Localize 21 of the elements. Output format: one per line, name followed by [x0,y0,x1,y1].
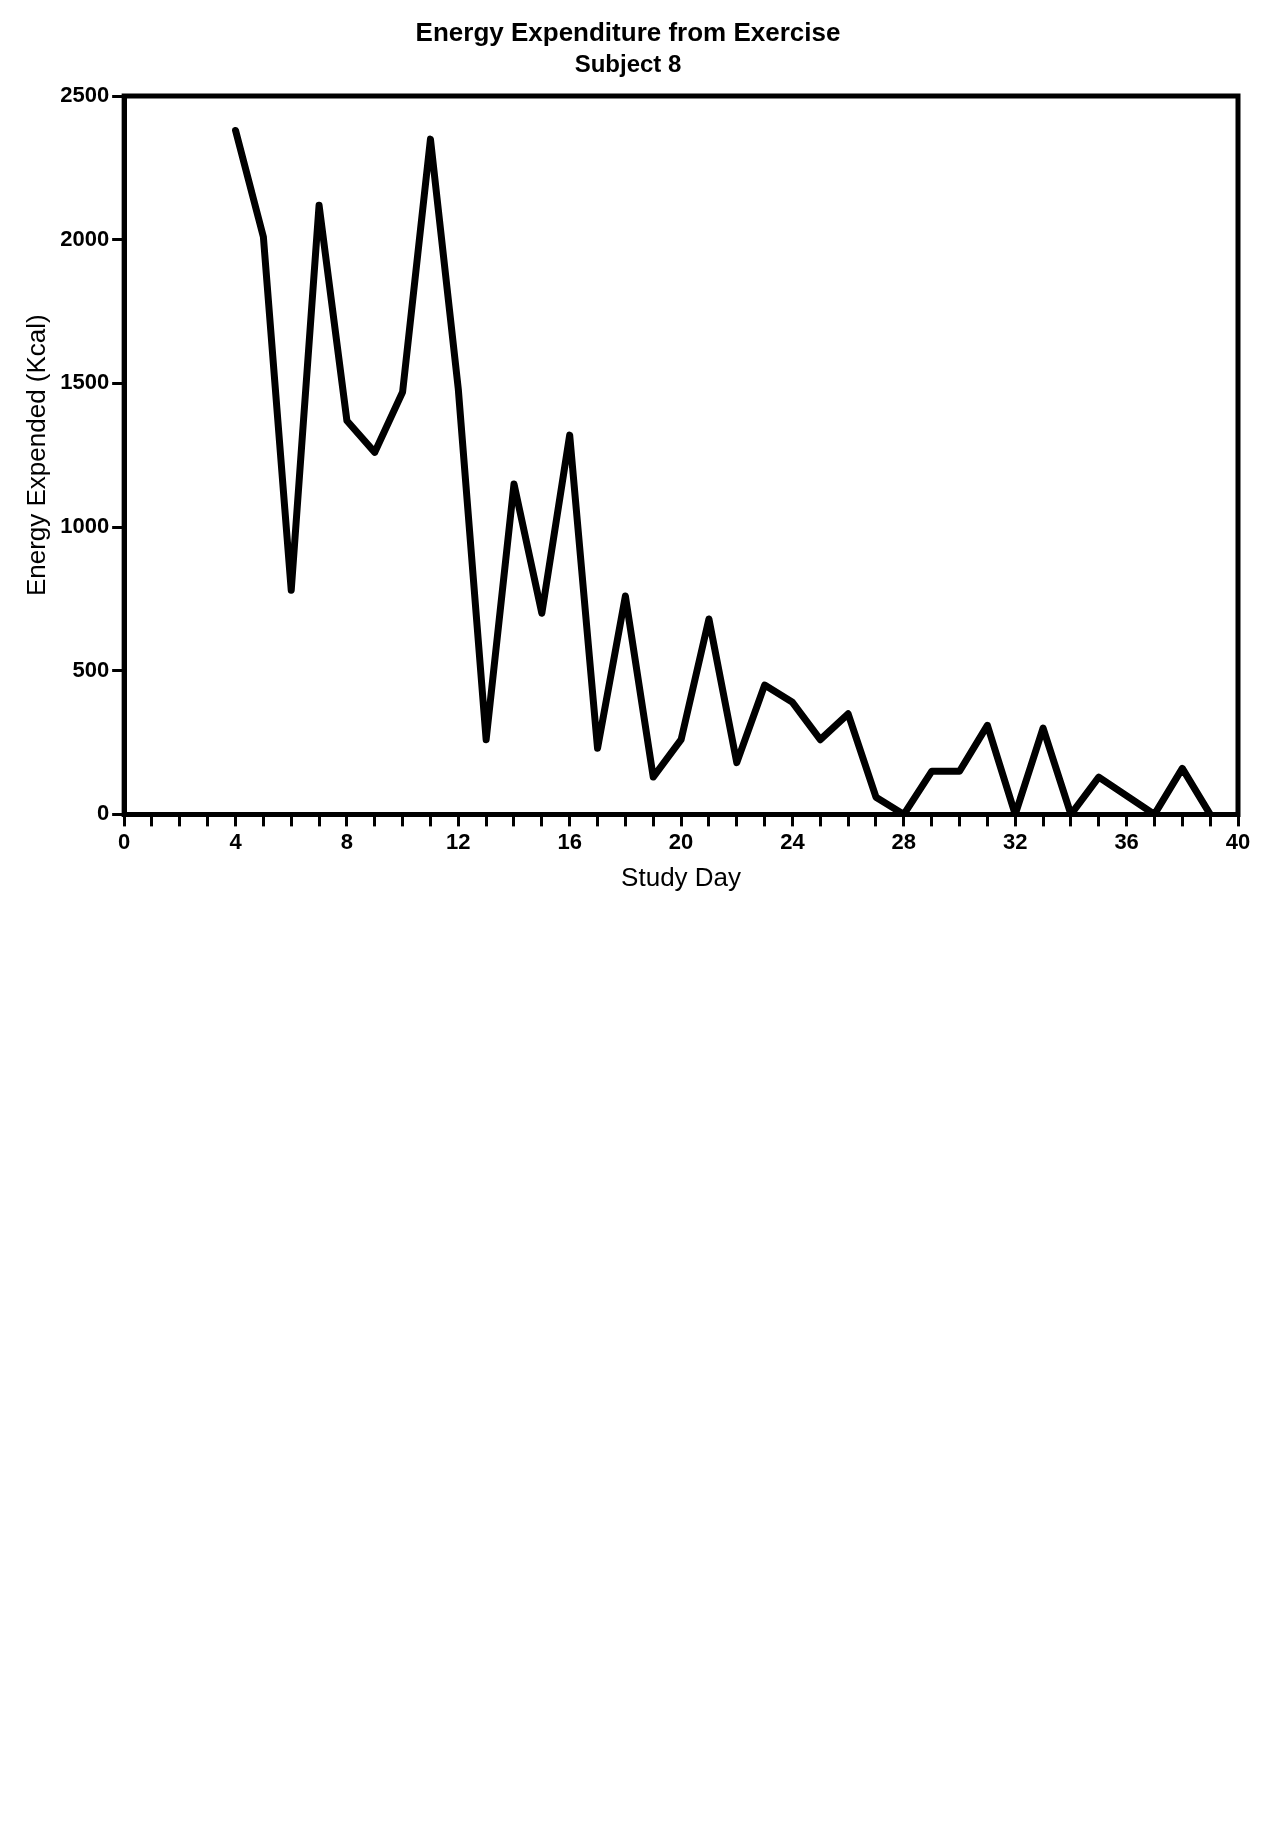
x-tick-label: 40 [1225,828,1251,854]
x-tick-label: 32 [1002,828,1028,854]
y-tick-label: 0 [96,800,110,826]
x-tick-label: 4 [229,828,243,854]
x-tick-label: 24 [780,828,806,854]
x-tick-label: 28 [891,828,917,854]
y-tick-label: 500 [72,656,110,682]
x-tick-label: 20 [668,828,694,854]
chart-title: Energy Expenditure from Exercise [415,16,841,47]
y-tick-label: 1000 [60,513,110,539]
y-tick-label: 2500 [60,82,110,108]
x-tick-label: 8 [340,828,354,854]
y-tick-label: 2000 [60,225,110,251]
x-tick-label: 36 [1114,828,1139,854]
y-axis-title: Energy Expended (Kcal) [20,314,51,597]
x-tick-label: 12 [446,828,471,854]
x-axis-title: Study Day [621,861,742,892]
x-tick-label: 16 [557,828,582,854]
chart-subtitle: Subject 8 [574,50,682,78]
y-tick-label: 1500 [60,369,110,395]
x-tick-label: 0 [118,828,131,854]
